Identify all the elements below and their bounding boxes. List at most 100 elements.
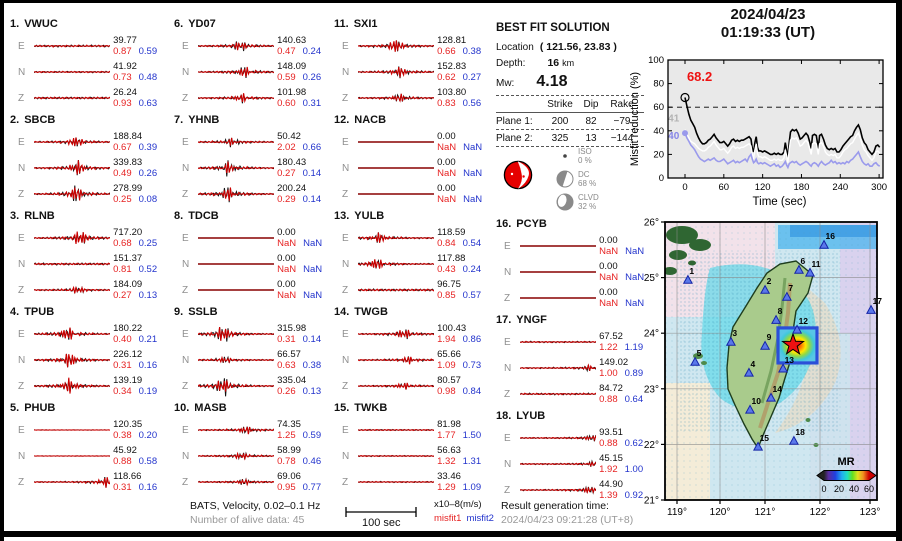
misfit2-value: NaN [303,238,323,249]
misfit1-value: 0.26 [277,386,296,397]
amplitude-value: 103.80 [437,87,467,98]
misfit2-value: 0.56 [462,98,482,109]
misfit2-value: 0.19 [138,386,158,397]
amplitude-value: 0.00 [277,253,296,264]
station-header: 2. SBCB [6,114,166,129]
misfit2-value: 1.31 [462,456,482,467]
amplitude-value: 84.72 [599,383,623,394]
station-code: RLNB [24,210,55,222]
component-label: E [18,40,25,52]
station-number: 17. [496,314,512,326]
waveform-trace [33,327,111,340]
waveform-trace [357,480,435,484]
waveform-trace [33,377,111,394]
station-block-NACB: 12. NACB E 0.00 NaN NaN N 0.00 NaN NaN Z 0.00 NaN NaN [330,114,490,210]
misfit1-value: 0.84 [437,238,456,249]
misfit1-value: 0.60 [277,98,296,109]
station-number: 5. [10,402,20,414]
station-code: SXI1 [353,18,378,30]
waveform-trace [33,285,111,295]
svg-text:119°: 119° [667,507,687,518]
svg-text:7: 7 [788,283,793,293]
misfit1-value: 1.22 [599,342,618,353]
waveform-trace [33,96,111,100]
svg-text:41: 41 [668,113,680,124]
generation-time-value: 2024/04/23 09:21:28 (UT+8) [501,514,634,526]
waveform-trace [33,353,111,368]
waveform-trace [33,137,111,147]
waveform-trace [197,160,275,177]
misfit1-value: 0.49 [113,168,132,179]
amplitude-value: 339.83 [113,157,143,168]
component-row-TDCB-E: E 0.00 NaN NaN [170,225,330,251]
component-label: Z [342,188,349,200]
svg-text:12: 12 [799,316,809,326]
map-station-12: 12 [792,316,809,334]
component-row-TWGB-E: E 100.43 1.94 0.86 [330,321,490,347]
component-label: Z [182,188,189,200]
iso-label: ISO [578,146,592,156]
svg-text:122°: 122° [810,507,831,518]
amplitude-value: 39.77 [113,35,137,46]
component-row-PCYB-N: N 0.00 NaN NaN [492,259,652,285]
svg-text:0: 0 [682,182,687,193]
map-station-4: 4 [743,359,755,377]
waveform-trace [197,137,275,148]
waveform-trace [357,232,435,244]
map-axis-labels: 119° 120° 121° 122° 123° 26° 25° 24° 23° 22° 21° [644,218,880,519]
waveform-trace [33,262,111,266]
component-values: 84.72 0.88 0.64 [596,383,652,405]
station-block-MASB: 10. MASB E 74.35 1.25 0.59 N 58.99 0.78 0.46 Z 69.0… [170,402,330,498]
frame-border-left [0,0,4,541]
station-code: NACB [354,114,387,126]
component-values: 335.04 0.26 0.13 [274,375,330,397]
misfit1-value: 0.73 [113,72,132,83]
station-number: 11. [334,18,349,30]
misfit1-value: 0.87 [113,46,132,57]
component-row-SXI1-Z: Z 103.80 0.83 0.56 [330,85,490,111]
component-row-MASB-Z: Z 69.06 0.95 0.77 [170,469,330,495]
map-station-13: 13 [778,355,794,373]
component-values: 128.81 0.66 0.38 [434,35,490,57]
station-header: 12. NACB [330,114,490,129]
station-header: 7. YHNB [170,114,330,129]
component-label: N [18,66,26,78]
component-row-NACB-Z: Z 0.00 NaN NaN [330,181,490,207]
misfit1-value: 0.67 [113,142,132,153]
component-label: Z [182,284,189,296]
component-values: 67.52 1.22 1.19 [596,331,652,353]
component-values: 41.92 0.73 0.48 [110,61,166,83]
station-header: 5. PHUB [6,402,166,417]
misfit2-value: 0.89 [624,368,644,379]
amplitude-value: 315.98 [277,323,307,334]
svg-text:MR: MR [837,456,854,468]
component-label: E [342,40,349,52]
component-row-PCYB-E: E 0.00 NaN NaN [492,233,652,259]
map-station-9: 9 [760,332,772,350]
amplitude-value: 0.00 [599,287,618,298]
component-label: N [182,258,190,270]
misfit2-value: 0.16 [138,360,158,371]
waveform-trace [197,93,275,104]
svg-text:24°: 24° [644,329,659,340]
amplitude-value: 717.20 [113,227,143,238]
svg-text:60: 60 [864,484,874,494]
svg-text:23°: 23° [644,384,659,395]
component-label: Z [182,92,189,104]
misfit1-value: 1.29 [437,482,456,493]
svg-text:120: 120 [755,182,771,193]
station-block-TWKB: 15. TWKB E 81.98 1.77 1.50 N 56.63 1.32 1.31 Z 33.4… [330,402,490,498]
component-values: 39.77 0.87 0.59 [110,35,166,57]
amplitude-value: 41.92 [113,61,137,72]
component-label: Z [504,292,511,304]
svg-text:121°: 121° [755,507,776,518]
misfit1-value: 0.34 [113,386,132,397]
component-values: 81.98 1.77 1.50 [434,419,490,441]
svg-text:Misfit reduction (%): Misfit reduction (%) [629,72,641,166]
misfit1-value: 0.88 [599,394,618,405]
clvd-label: CLVD [578,192,599,202]
component-values: 66.57 0.63 0.38 [274,349,330,371]
svg-text:60: 60 [719,182,730,193]
waveform-trace [197,451,275,461]
